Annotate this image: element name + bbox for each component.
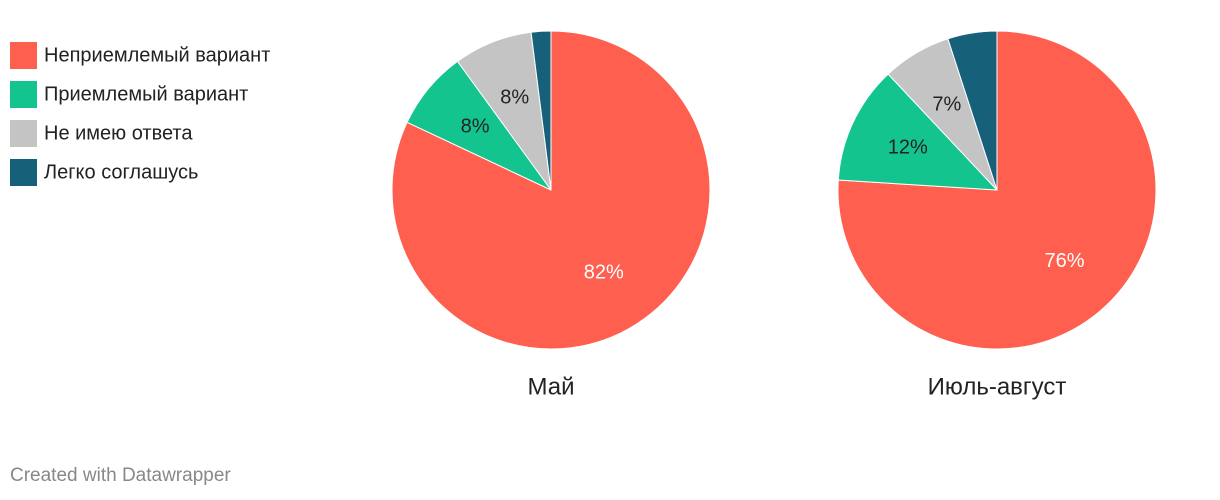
data-label: 76% <box>1044 250 1084 272</box>
pie-slice <box>530 30 552 191</box>
legend-swatch <box>10 159 37 186</box>
data-label: 8% <box>461 115 490 137</box>
pie-slice <box>947 30 998 191</box>
legend-label: Не имею ответа <box>44 122 193 144</box>
data-label: 7% <box>932 93 961 115</box>
footer: Created with Datawrapper <box>10 465 231 486</box>
chart-title: Июль-август <box>928 373 1067 400</box>
chart-title: Май <box>527 373 574 400</box>
legend-label: Легко соглашусь <box>44 161 198 183</box>
legend-swatch <box>10 81 37 108</box>
legend-swatch <box>10 42 37 69</box>
data-label: 8% <box>500 87 529 109</box>
data-label: 82% <box>584 262 624 284</box>
data-label: 12% <box>888 136 928 158</box>
legend-label: Приемлемый вариант <box>44 83 248 105</box>
legend-swatch <box>10 120 37 147</box>
pie-slice <box>837 73 999 191</box>
legend-label: Неприемлемый вариант <box>44 44 270 66</box>
